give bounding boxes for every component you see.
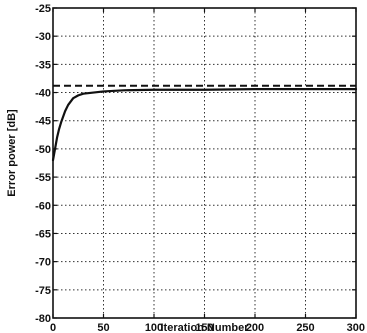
y-tick-label: -80 <box>35 313 51 325</box>
y-tick-label: -45 <box>35 116 51 128</box>
y-tick-label: -50 <box>35 144 51 156</box>
x-tick-label: 200 <box>246 322 264 333</box>
y-tick-label: -60 <box>35 200 51 212</box>
y-tick-label: -75 <box>35 285 51 297</box>
series-line-solid <box>51 88 358 162</box>
x-tick-label: 250 <box>296 322 314 333</box>
plot-frame <box>52 7 357 319</box>
y-tick-labels: -25 -30 -35 -40 -45 -50 -55 -60 -65 -70 -75 -80 <box>35 3 51 325</box>
grid <box>53 8 356 318</box>
y-tick-label: -70 <box>35 257 51 269</box>
x-tick-label: 100 <box>145 322 163 333</box>
x-tick-labels: 0 50 100 150 200 250 300 <box>50 322 365 333</box>
x-tick-label: 150 <box>195 322 213 333</box>
y-tick-label: -25 <box>35 3 51 15</box>
x-tick-label: 300 <box>347 322 365 333</box>
tick-marks <box>52 7 357 319</box>
y-tick-label: -30 <box>35 31 51 43</box>
y-tick-label: -65 <box>35 228 51 240</box>
series-layer <box>51 84 358 162</box>
y-tick-label: -55 <box>35 172 51 184</box>
x-tick-label: 0 <box>50 322 56 333</box>
y-tick-label: -40 <box>35 88 51 100</box>
x-axis-label: Iteration Number <box>160 322 249 333</box>
y-axis-label: Error power [dB] <box>6 109 18 197</box>
y-tick-label: -35 <box>35 59 51 71</box>
x-tick-label: 50 <box>97 322 109 333</box>
